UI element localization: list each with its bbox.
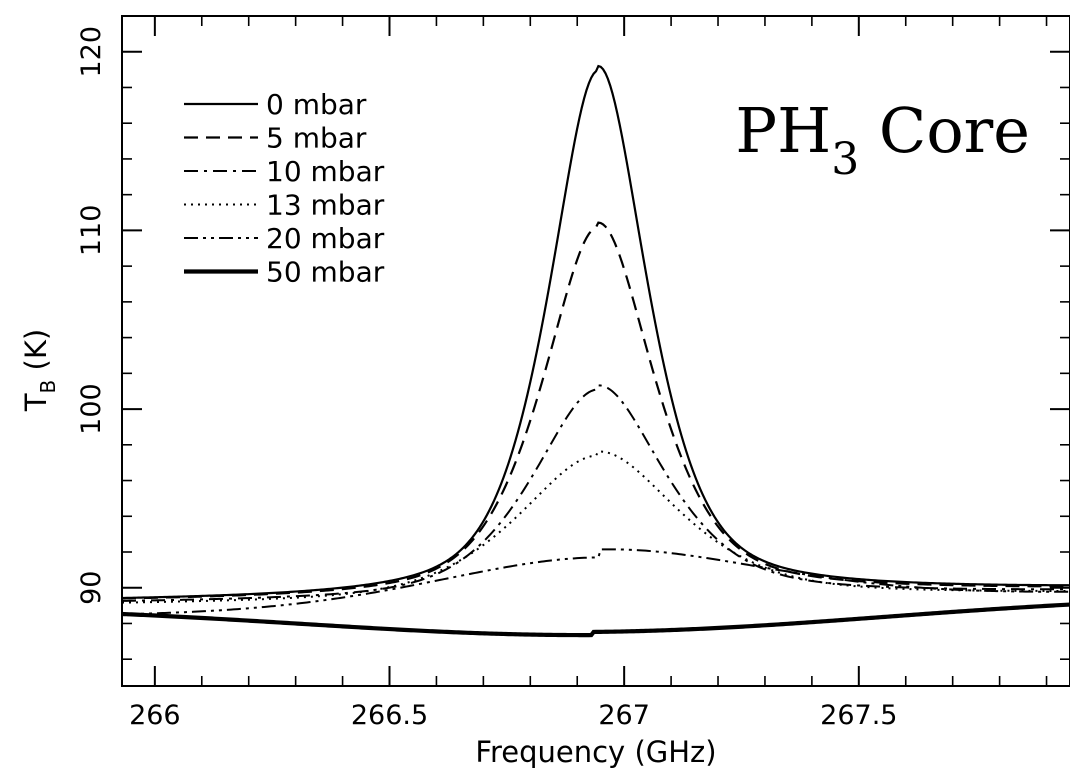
y-tick-label-group: 110 [76,205,107,257]
y-tick-label-group: 90 [76,571,107,605]
major-ticks [122,16,1070,686]
y-tick-label: 90 [76,571,107,605]
series-line-5 [121,602,1070,638]
y-axis-title-unit: (K) [19,329,53,380]
y-tick-labels: 90 100 110 120 [76,26,107,605]
svg-text:TB (K): TB (K) [19,329,60,412]
annotation: PH3 Core [735,94,1030,185]
x-tick-labels: 266 266.5 267 267.5 [129,700,897,731]
y-axis-title-main: T [19,393,53,412]
x-tick-label: 266.5 [351,700,428,731]
legend-label: 5 mbar [266,122,367,155]
legend-label: 50 mbar [266,256,385,289]
legend-label: 13 mbar [266,189,385,222]
y-tick-label-group: 100 [76,383,107,435]
legend-label: 10 mbar [266,155,385,188]
x-tick-label: 267 [598,700,650,731]
svg-text:PH3 Core: PH3 Core [735,94,1030,185]
series-line-4 [121,548,1070,616]
x-axis-title: Frequency (GHz) [475,735,716,769]
series-line-3 [121,450,1070,604]
y-tick-label: 110 [76,205,107,257]
x-tick-label: 266 [129,700,181,731]
series-lines [121,64,1070,638]
series-line-1 [121,221,1070,600]
series-line-2 [121,384,1070,602]
y-tick-label: 120 [76,26,107,78]
y-tick-label-group: 120 [76,26,107,78]
annotation-main: PH [735,94,831,167]
y-tick-label: 100 [76,383,107,435]
plot-frame [121,15,1070,687]
x-tick-label: 267.5 [820,700,897,731]
y-axis-title: TB (K) [19,329,60,412]
y-axis-title-sub: B [36,380,60,394]
legend-label: 0 mbar [266,88,367,121]
annotation-sub: 3 [831,134,859,185]
annotation-tail: Core [859,94,1030,167]
legend-label: 20 mbar [266,222,385,255]
